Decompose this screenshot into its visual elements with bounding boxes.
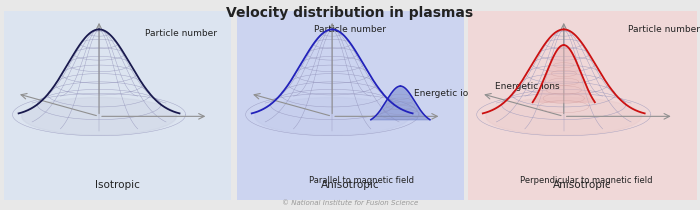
Text: Velocity distribution in plasmas: Velocity distribution in plasmas: [226, 6, 474, 20]
Text: Anisotropic: Anisotropic: [321, 180, 379, 190]
Text: Energetic ions: Energetic ions: [414, 89, 479, 98]
Text: Particle number: Particle number: [314, 25, 386, 34]
Text: Anisotropic: Anisotropic: [553, 180, 611, 190]
Text: Perpendicular to magnetic field: Perpendicular to magnetic field: [520, 176, 653, 185]
Ellipse shape: [486, 97, 642, 135]
Ellipse shape: [22, 97, 176, 135]
Text: Particle number: Particle number: [145, 29, 216, 38]
Text: Energetic ions: Energetic ions: [495, 82, 560, 91]
Text: © National Institute for Fusion Science: © National Institute for Fusion Science: [282, 200, 418, 206]
Text: Isotropic: Isotropic: [94, 180, 140, 190]
Text: Parallel to magnetic field: Parallel to magnetic field: [309, 176, 414, 185]
Polygon shape: [371, 86, 430, 120]
Polygon shape: [533, 45, 595, 102]
Ellipse shape: [255, 97, 410, 135]
Text: Particle number: Particle number: [628, 25, 700, 34]
